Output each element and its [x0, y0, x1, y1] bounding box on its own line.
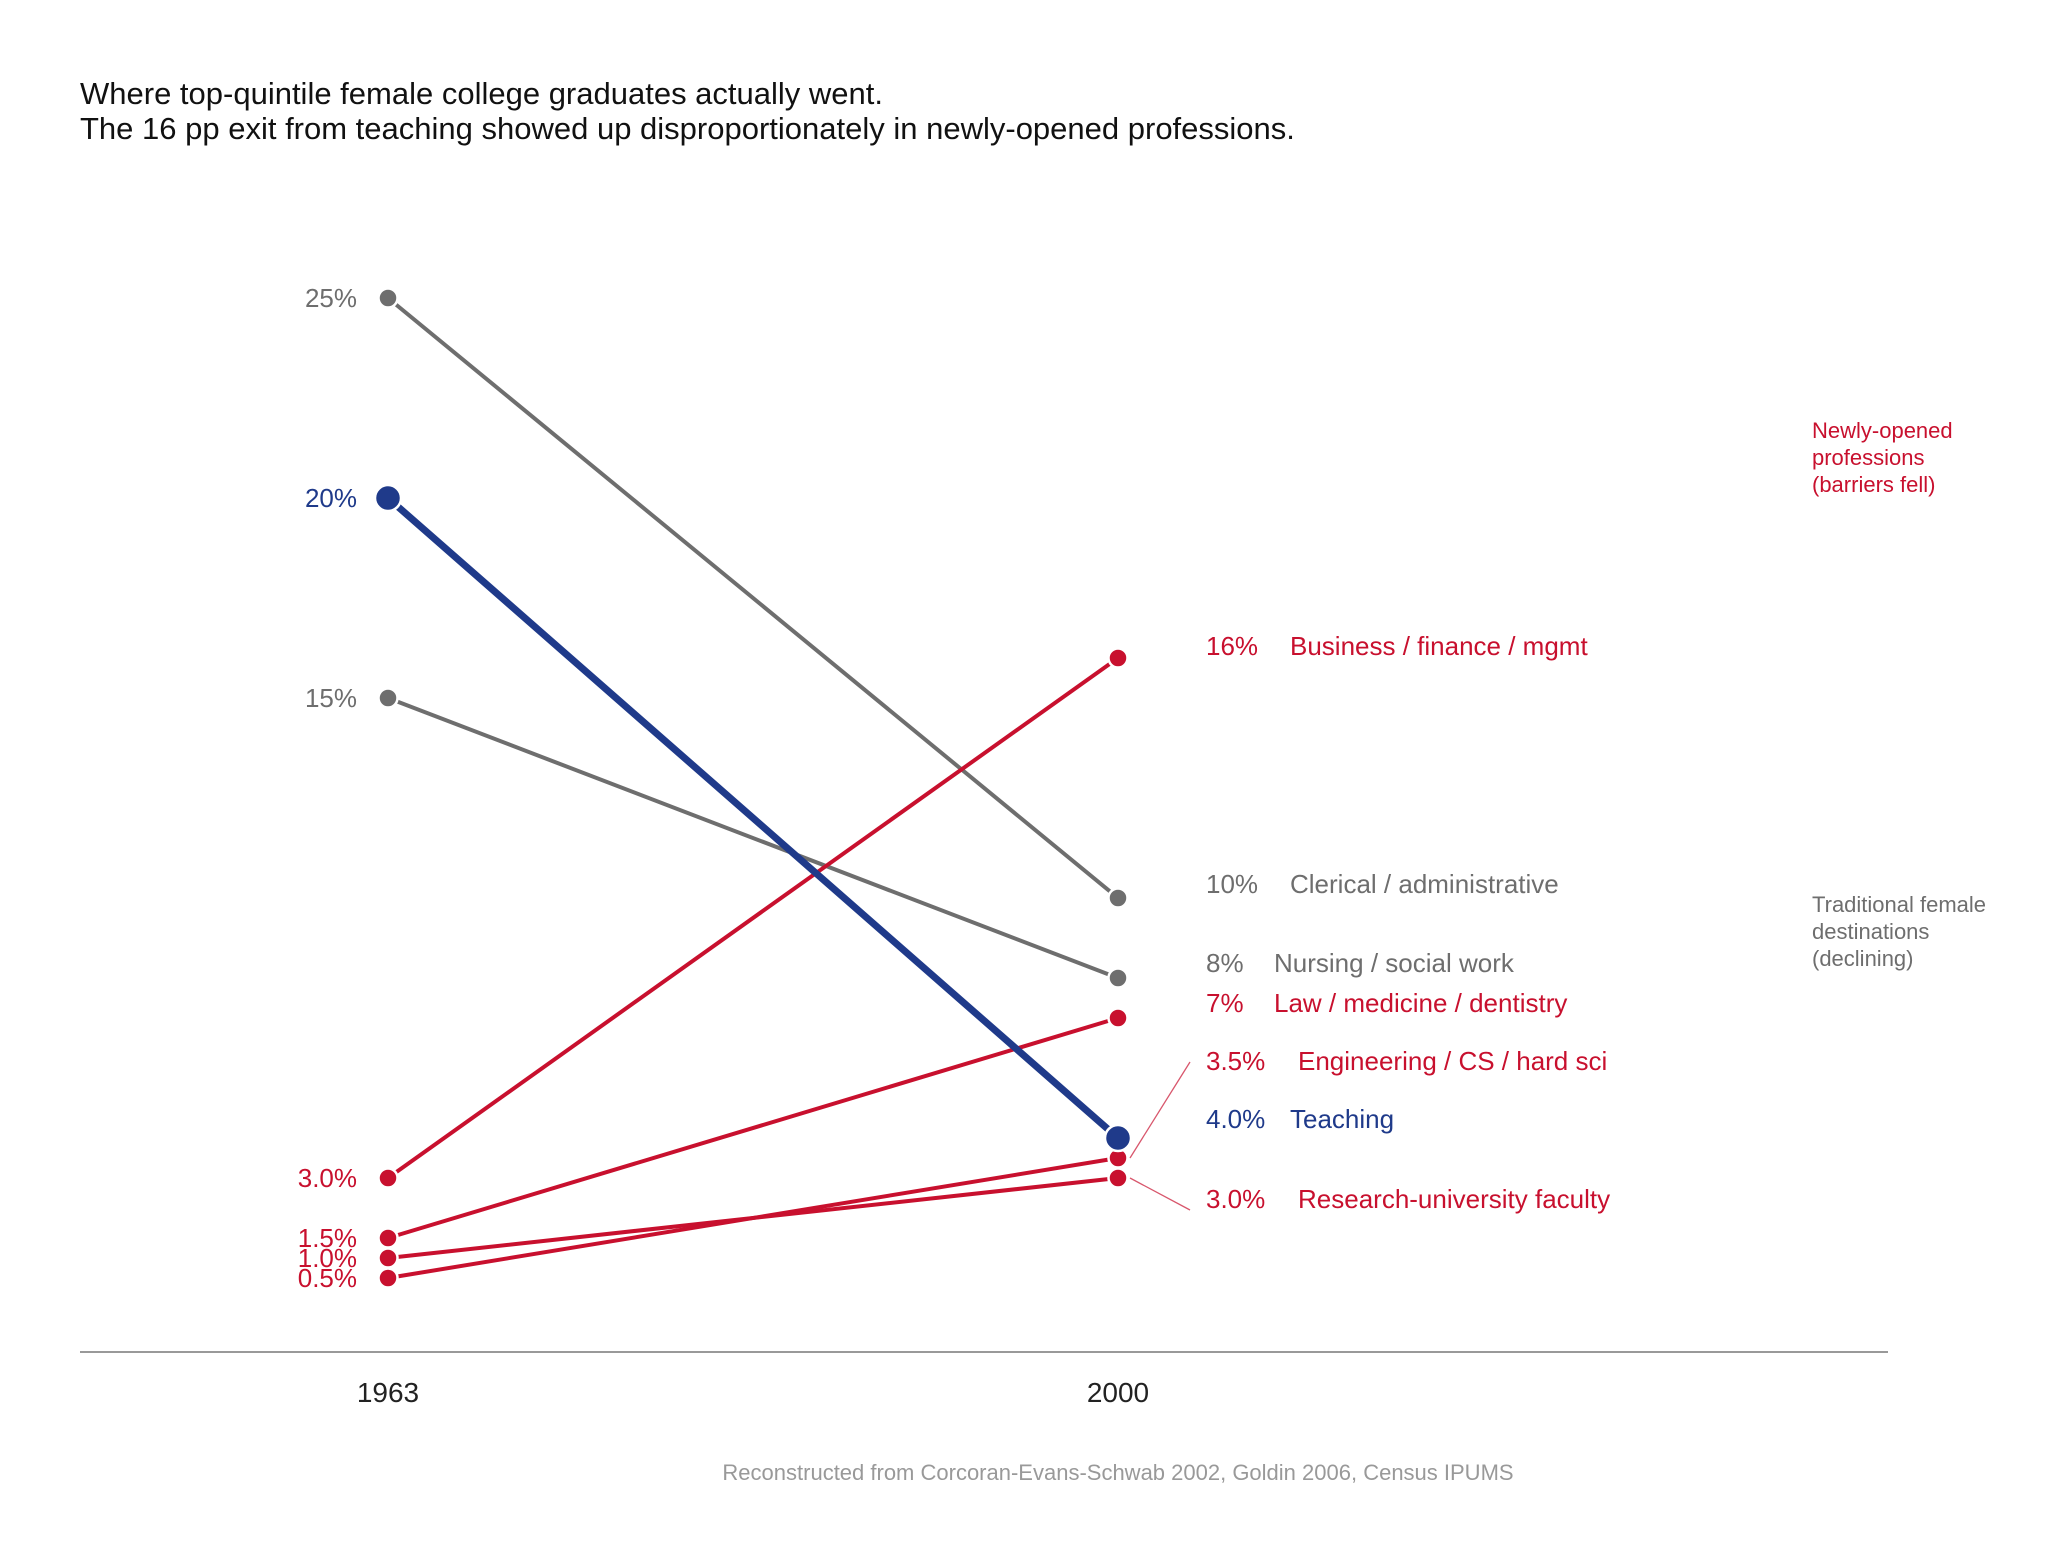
group-note-new-3: (barriers fell) — [1812, 472, 1935, 497]
point-1963-business-finance-mgmt — [377, 1167, 399, 1189]
end-name-engineering-cs-hard-sci: Engineering / CS / hard sci — [1298, 1046, 1607, 1076]
end-value-clerical-administrative: 10% — [1206, 869, 1258, 899]
series-line-law-medicine-dentistry — [386, 1016, 1120, 1240]
start-label-teaching: 20% — [305, 483, 357, 513]
series-line-business-finance-mgmt — [386, 656, 1120, 1180]
end-value-business-finance-mgmt: 16% — [1206, 631, 1258, 661]
end-value-engineering-cs-hard-sci: 3.5% — [1206, 1046, 1265, 1076]
group-note-new-1: Newly-opened — [1812, 418, 1953, 443]
series-line-teaching — [384, 494, 1122, 1142]
start-label-engineering-cs-hard-sci: 0.5% — [298, 1263, 357, 1293]
chart-title-line-2: The 16 pp exit from teaching showed up d… — [80, 111, 1295, 146]
series-line-research-university-faculty — [386, 1176, 1120, 1260]
series-line-clerical-administrative — [386, 296, 1120, 900]
group-note-traditional-2: destinations — [1812, 919, 1929, 944]
point-1963-law-medicine-dentistry — [377, 1227, 399, 1249]
point-2000-research-university-faculty — [1107, 1167, 1129, 1189]
x-tick-label-1963: 1963 — [357, 1377, 419, 1408]
x-tick-label-2000: 2000 — [1087, 1377, 1149, 1408]
start-label-law-medicine-dentistry: 1.5% — [298, 1223, 357, 1253]
point-2000-nursing-social-work — [1107, 967, 1129, 989]
group-note-traditional-1: Traditional female — [1812, 892, 1986, 917]
source-note: Reconstructed from Corcoran-Evans-Schwab… — [722, 1460, 1513, 1485]
leader-line-research-university-faculty — [1129, 1177, 1191, 1211]
start-label-nursing-social-work: 15% — [305, 683, 357, 713]
end-value-law-medicine-dentistry: 7% — [1206, 988, 1244, 1018]
series-line-nursing-social-work — [386, 696, 1120, 980]
start-label-business-finance-mgmt: 3.0% — [298, 1163, 357, 1193]
point-1963-research-university-faculty — [377, 1247, 399, 1269]
point-2000-clerical-administrative — [1107, 887, 1129, 909]
point-1963-clerical-administrative — [377, 287, 399, 309]
group-note-traditional-3: (declining) — [1812, 946, 1914, 971]
series-labels: 25% 20% 15% 3.0% 1.5% 0.5%1.0% 10% Clerical / a… — [298, 283, 1610, 1293]
end-value-nursing-social-work: 8% — [1206, 948, 1244, 978]
series-lines — [384, 296, 1122, 1280]
end-value-research-university-faculty: 3.0% — [1206, 1184, 1265, 1214]
leader-line-engineering-cs-hard-sci — [1129, 1061, 1191, 1159]
end-value-teaching: 4.0% — [1206, 1104, 1265, 1134]
end-name-clerical-administrative: Clerical / administrative — [1290, 869, 1559, 899]
point-1963-teaching — [373, 483, 403, 513]
end-name-teaching: Teaching — [1290, 1104, 1394, 1134]
end-name-nursing-social-work: Nursing / social work — [1274, 948, 1515, 978]
point-1963-engineering-cs-hard-sci — [377, 1267, 399, 1289]
start-label-research-university-faculty: 1.0% — [298, 1243, 357, 1273]
end-name-research-university-faculty: Research-university faculty — [1298, 1184, 1610, 1214]
end-name-business-finance-mgmt: Business / finance / mgmt — [1290, 631, 1588, 661]
point-2000-law-medicine-dentistry — [1107, 1007, 1129, 1029]
chart-title-line-1: Where top-quintile female college gradua… — [80, 76, 883, 111]
series-points — [373, 287, 1133, 1289]
leader-lines — [1129, 1061, 1191, 1211]
point-1963-nursing-social-work — [377, 687, 399, 709]
point-2000-business-finance-mgmt — [1107, 647, 1129, 669]
point-2000-teaching — [1103, 1123, 1133, 1153]
end-name-law-medicine-dentistry: Law / medicine / dentistry — [1274, 988, 1567, 1018]
start-label-clerical-administrative: 25% — [305, 283, 357, 313]
group-note-new-2: professions — [1812, 445, 1925, 470]
